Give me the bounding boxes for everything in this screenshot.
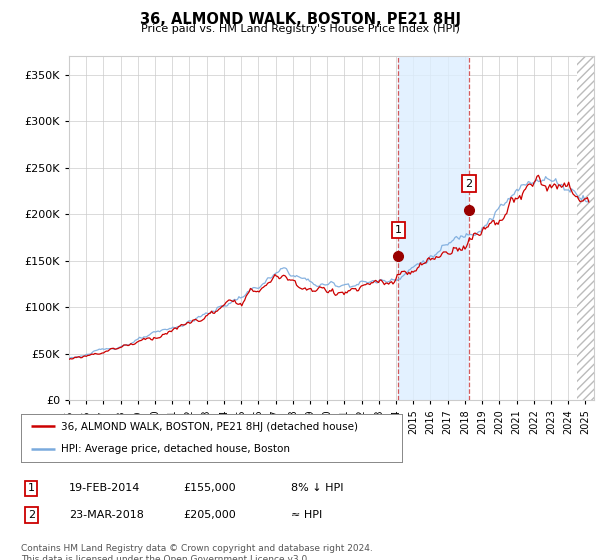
Text: Price paid vs. HM Land Registry's House Price Index (HPI): Price paid vs. HM Land Registry's House … — [140, 24, 460, 34]
Text: 36, ALMOND WALK, BOSTON, PE21 8HJ: 36, ALMOND WALK, BOSTON, PE21 8HJ — [139, 12, 461, 27]
Bar — [577, 56, 594, 400]
Text: HPI: Average price, detached house, Boston: HPI: Average price, detached house, Bost… — [61, 444, 290, 454]
Text: 1: 1 — [395, 225, 401, 235]
Text: £205,000: £205,000 — [183, 510, 236, 520]
Text: £155,000: £155,000 — [183, 483, 236, 493]
Text: Contains HM Land Registry data © Crown copyright and database right 2024.
This d: Contains HM Land Registry data © Crown c… — [21, 544, 373, 560]
Text: 36, ALMOND WALK, BOSTON, PE21 8HJ (detached house): 36, ALMOND WALK, BOSTON, PE21 8HJ (detac… — [61, 422, 358, 432]
Text: 2: 2 — [28, 510, 35, 520]
Bar — [398, 56, 469, 400]
Text: ≈ HPI: ≈ HPI — [291, 510, 322, 520]
Text: 23-MAR-2018: 23-MAR-2018 — [69, 510, 144, 520]
Text: 2: 2 — [465, 179, 472, 189]
Text: 1: 1 — [28, 483, 35, 493]
Text: 19-FEB-2014: 19-FEB-2014 — [69, 483, 140, 493]
Text: 8% ↓ HPI: 8% ↓ HPI — [291, 483, 343, 493]
